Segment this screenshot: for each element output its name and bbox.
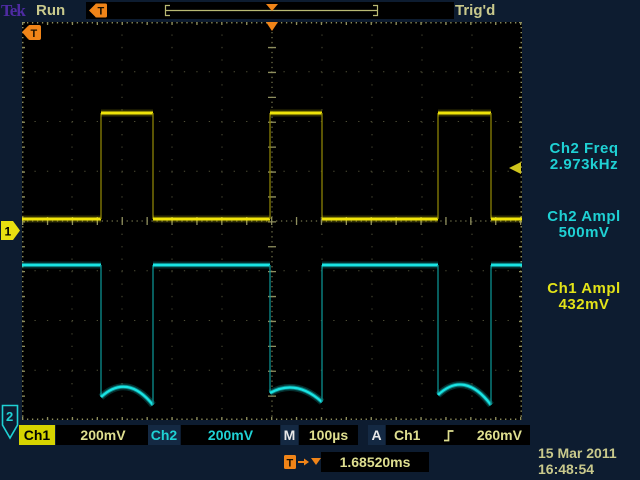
measurement-value: 500mV: [558, 224, 610, 241]
timebase-readout: 100µs: [299, 425, 358, 445]
measurement-value: 432mV: [558, 296, 610, 313]
trigger-status: Trig'd: [455, 2, 496, 19]
ch2-trace: [22, 261, 522, 408]
trigger-position-indicator: T: [89, 3, 379, 18]
waveform-display: T: [22, 22, 522, 420]
ch1-scale-readout: 200mV: [56, 425, 150, 445]
tek-logo: Tek: [1, 1, 26, 20]
trigger-readout: Ch1 260mV: [386, 425, 530, 445]
ch1-badge: Ch1: [19, 425, 55, 445]
trigger-position-caret: [266, 4, 278, 11]
measurement-label: Ch1 Ampl: [547, 280, 621, 297]
acquisition-status: Run: [36, 2, 66, 19]
record-view-bracket: [164, 4, 379, 17]
measurement-ch2-freq: Ch2 Freq 2.973kHz: [530, 141, 638, 173]
datetime-readout: 15 Mar 2011 16:48:54: [538, 445, 640, 477]
date-text: 15 Mar 2011: [538, 445, 617, 461]
trigger-level-arrow: [509, 162, 521, 174]
trigger-position-bar: T: [86, 2, 454, 19]
trigger-mode-badge: A: [368, 425, 385, 445]
measurement-label: Ch2 Freq: [549, 140, 619, 157]
svg-text:2: 2: [6, 409, 13, 424]
svg-text:1: 1: [5, 225, 12, 239]
ch1-trace: [22, 109, 522, 223]
measurement-label: Ch2 Ampl: [547, 208, 621, 225]
delay-readout: 1.68520ms: [321, 452, 429, 472]
trigger-level-flag: T: [22, 25, 41, 40]
scope-trigger-markers: T: [22, 22, 521, 174]
delay-indicator-icon: T: [284, 455, 321, 470]
timebase-badge: M: [281, 425, 298, 445]
measurement-ch1-ampl: Ch1 Ampl 432mV: [530, 281, 638, 313]
trigger-position-triangle: [266, 22, 278, 31]
trigger-t-icon: T: [89, 3, 107, 18]
ch2-scale-readout: 200mV: [181, 425, 280, 445]
measurement-value: 2.973kHz: [549, 156, 619, 173]
trigger-source: Ch1: [394, 427, 421, 443]
trigger-level: 260mV: [476, 427, 522, 443]
top-status-bar: Tek Run T Trig'd: [0, 0, 640, 21]
measurement-ch2-ampl: Ch2 Ampl 500mV: [530, 209, 638, 241]
svg-text:T: T: [98, 6, 105, 18]
svg-text:T: T: [31, 28, 38, 40]
graticule-area: T: [22, 22, 522, 420]
time-text: 16:48:54: [538, 461, 595, 477]
rising-edge-icon: [443, 429, 454, 441]
ch2-badge: Ch2: [148, 425, 180, 445]
svg-text:T: T: [287, 458, 294, 470]
ch1-ground-marker: 1: [1, 221, 20, 240]
